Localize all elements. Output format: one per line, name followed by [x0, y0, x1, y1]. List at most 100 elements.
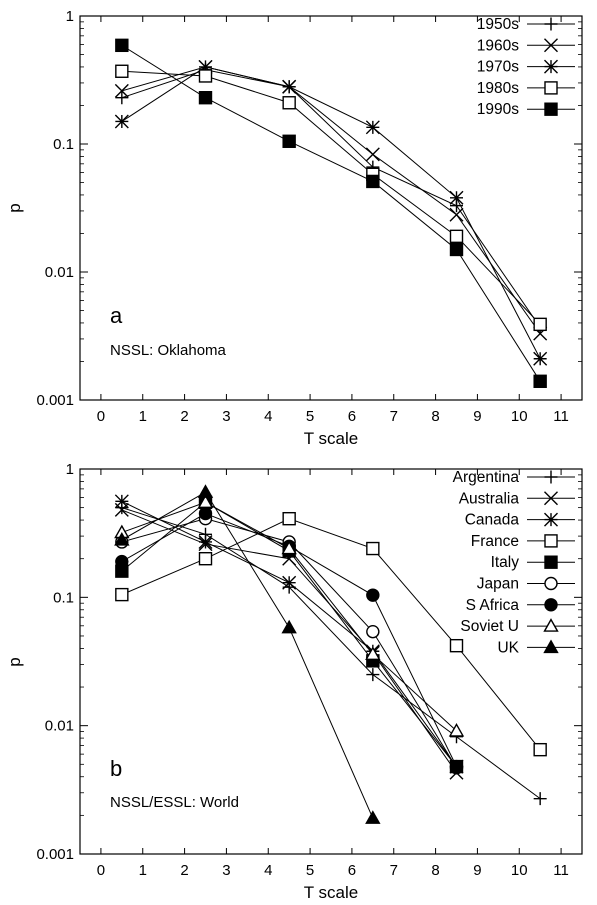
series-soviet-u: [114, 494, 465, 737]
data-point-shape: [115, 587, 129, 602]
x-tick-label: 7: [390, 408, 398, 425]
series-line: [121, 491, 374, 819]
x-tick-label: 10: [511, 862, 528, 879]
x-tick-label: 11: [553, 408, 569, 425]
data-point: [533, 351, 548, 366]
panel-annotation: NSSL/ESSL: World: [110, 794, 239, 811]
legend-label: UK: [497, 639, 519, 656]
y-axis-label: p: [5, 657, 24, 666]
data-point-shape: [281, 619, 297, 634]
data-point-shape: [282, 134, 296, 148]
legend-marker-shape: [543, 618, 559, 632]
data-point-shape: [115, 38, 129, 53]
x-tick-label: 7: [390, 862, 398, 879]
data-point: [365, 810, 381, 824]
x-tick-label: 6: [348, 862, 356, 879]
data-point: [114, 83, 129, 98]
data-point-shape: [281, 540, 297, 555]
x-tick-label: 8: [431, 408, 439, 425]
legend-label: Australia: [459, 490, 520, 507]
data-point-shape: [198, 59, 213, 74]
data-point-shape: [449, 638, 464, 653]
data-point: [533, 317, 547, 332]
data-point: [449, 229, 464, 244]
data-point-shape: [533, 317, 547, 332]
x-tick-label: 2: [180, 862, 188, 879]
data-point: [114, 494, 129, 509]
data-point: [366, 588, 380, 602]
series-1970s: [114, 59, 548, 366]
legend-label: Canada: [465, 512, 520, 529]
data-point: [282, 96, 296, 110]
series-line: [121, 69, 541, 328]
x-tick-label: 3: [222, 408, 230, 425]
x-tick-label: 10: [511, 408, 528, 425]
x-tick-label: 3: [222, 862, 230, 879]
x-tick-label: 0: [97, 408, 105, 425]
y-tick-label: 0.1: [53, 589, 74, 606]
x-tick-label: 4: [264, 862, 272, 879]
x-axis-label: T scale: [304, 883, 359, 902]
data-point: [365, 120, 380, 135]
y-tick-label: 1: [66, 461, 74, 478]
y-axis-label: p: [5, 203, 24, 212]
series-uk: [114, 484, 381, 824]
x-tick-label: 8: [431, 862, 439, 879]
data-point: [114, 532, 130, 546]
x-tick-label: 1: [139, 862, 147, 879]
data-point-shape: [366, 624, 380, 639]
data-point: [282, 134, 296, 148]
legend-marker-shape: [544, 491, 558, 506]
legend-marker: [543, 639, 559, 654]
legend-marker-shape: [544, 512, 558, 527]
legend-label: Italy: [491, 554, 520, 571]
data-point: [198, 90, 213, 105]
legend-marker-shape: [544, 17, 558, 31]
legend-marker-shape: [544, 534, 558, 548]
legend-marker: [544, 555, 558, 569]
data-point-shape: [282, 511, 296, 526]
data-point-shape: [449, 207, 464, 222]
y-tick-label: 0.1: [53, 136, 74, 153]
data-point-shape: [449, 242, 464, 257]
legend-label: S Africa: [466, 597, 520, 614]
data-point-shape: [198, 534, 213, 549]
x-tick-label: 11: [553, 862, 569, 879]
data-point-shape: [533, 742, 547, 757]
legend-marker: [544, 491, 558, 506]
data-point: [366, 174, 380, 189]
data-point: [197, 494, 214, 509]
data-point-shape: [449, 759, 464, 774]
chart-panel-b: 0 1 2 3 4 5 6 7 8 9 10 11 0.001 0.01 0.1 1 T scale p b NSSL…: [5, 461, 583, 902]
data-point: [115, 91, 129, 105]
data-point: [366, 541, 380, 556]
data-point: [533, 792, 547, 806]
legend-label: 1970s: [477, 59, 519, 76]
legend-marker: [544, 534, 558, 548]
data-point-shape: [114, 494, 129, 509]
data-point-shape: [365, 646, 381, 660]
legend-marker-shape: [544, 59, 558, 74]
legend-label: France: [471, 533, 519, 550]
data-point-shape: [366, 588, 380, 602]
x-tick-label: 6: [348, 408, 356, 425]
data-point: [198, 552, 213, 566]
data-point-shape: [366, 668, 380, 682]
data-point-shape: [197, 484, 214, 498]
data-point: [281, 540, 297, 555]
panel-label: b: [110, 756, 122, 781]
series-line: [121, 66, 541, 334]
legend: Argentina Australia Canada France Italy Japan…: [453, 469, 575, 656]
data-point-shape: [448, 723, 465, 737]
data-point: [197, 484, 214, 498]
data-point-shape: [366, 174, 380, 189]
data-point: [281, 619, 297, 634]
legend-marker-shape: [544, 598, 558, 612]
data-point-shape: [115, 554, 129, 569]
x-tick-label: 0: [97, 862, 105, 879]
series-1990s: [115, 38, 547, 388]
data-point: [366, 624, 380, 639]
legend-marker: [544, 598, 558, 612]
x-axis-label: T scale: [304, 429, 359, 448]
series-line: [121, 507, 541, 800]
